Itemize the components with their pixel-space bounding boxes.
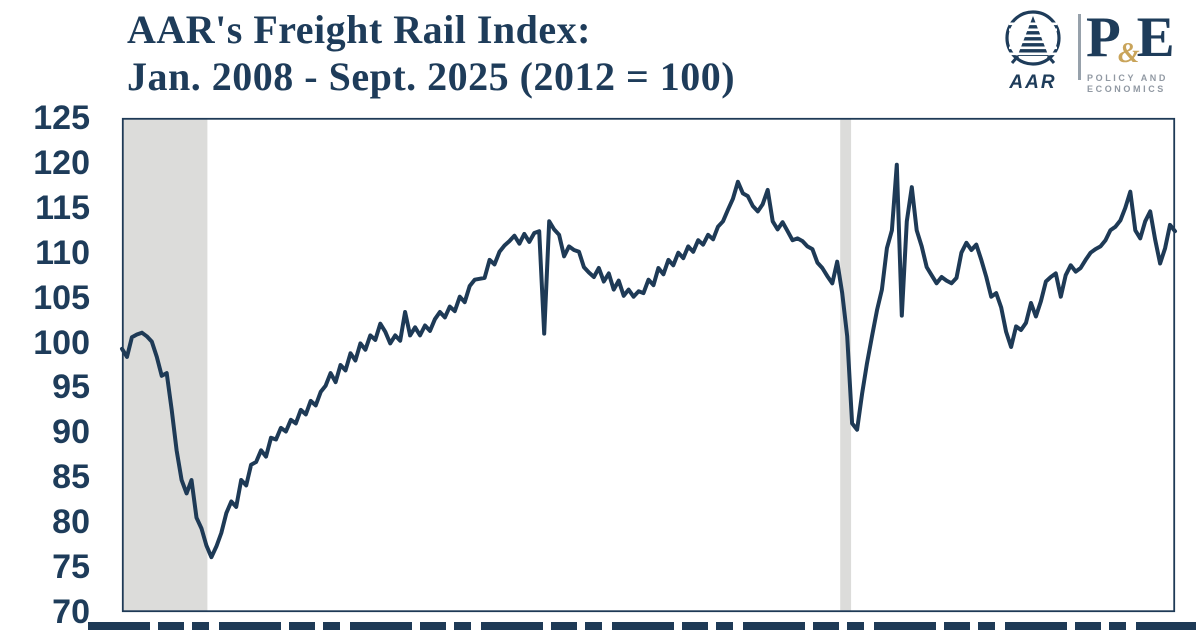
pe-logo: P&E xyxy=(1086,8,1175,78)
recession-band xyxy=(122,118,208,612)
recession-band xyxy=(840,118,852,612)
y-tick-label: 115 xyxy=(35,189,90,227)
chart-title: AAR's Freight Rail Index: Jan. 2008 - Se… xyxy=(127,6,735,100)
pe-logo-subtitle: POLICY AND ECONOMICS xyxy=(1087,73,1168,95)
chart-title-line1: AAR's Freight Rail Index: xyxy=(127,7,591,52)
y-tick-label: 110 xyxy=(35,234,90,272)
pe-logo-p: P xyxy=(1086,6,1121,69)
pe-logo-e: E xyxy=(1136,6,1175,69)
chart-title-line2: Jan. 2008 - Sept. 2025 (2012 = 100) xyxy=(127,54,736,99)
pe-logo-subtitle-line2: ECONOMICS xyxy=(1087,84,1166,94)
y-tick-label: 80 xyxy=(52,503,90,541)
y-tick-label: 95 xyxy=(52,368,90,406)
y-tick-label: 85 xyxy=(52,458,90,496)
y-axis: 125 120 115 110 105 100 95 90 85 80 75 70 xyxy=(0,0,90,630)
freight-rail-index-line xyxy=(120,162,1177,560)
pe-logo-subtitle-line1: POLICY AND xyxy=(1087,73,1169,83)
y-tick-label: 75 xyxy=(52,548,90,586)
logo-lockup: AAR P&E POLICY AND ECONOMICS xyxy=(1001,6,1196,106)
pe-logo-ampersand: & xyxy=(1117,38,1140,69)
aar-railroad-icon xyxy=(1005,10,1061,66)
plot-border xyxy=(121,117,1176,613)
logo-divider xyxy=(1078,14,1081,80)
y-tick-label: 90 xyxy=(52,413,90,451)
y-tick-label: 125 xyxy=(33,99,90,137)
y-tick-label: 120 xyxy=(33,144,90,182)
y-tick-label: 100 xyxy=(33,324,90,362)
y-tick-label: 70 xyxy=(52,593,90,630)
aar-logo-text: AAR xyxy=(1009,72,1057,93)
y-tick-label: 105 xyxy=(33,279,90,317)
clipped-footnote-text xyxy=(88,622,1196,630)
